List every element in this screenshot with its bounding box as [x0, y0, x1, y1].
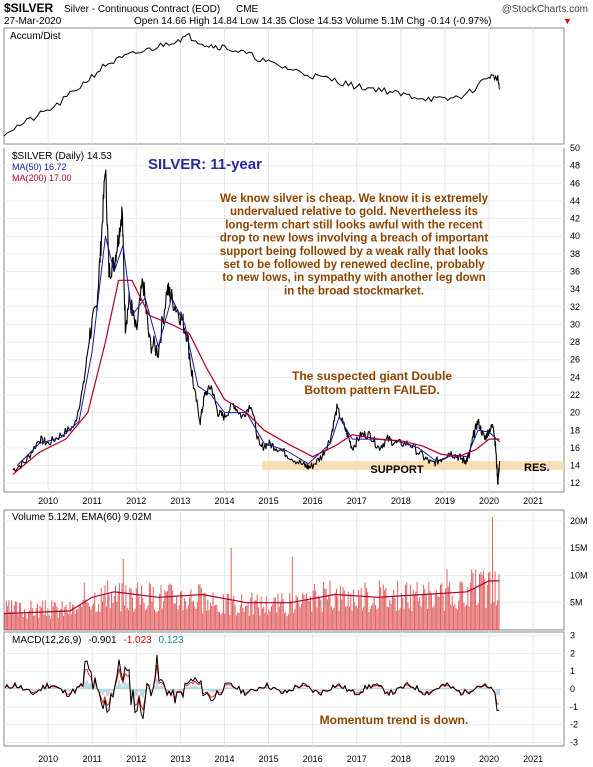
x-tick-label: 2014 — [214, 496, 234, 506]
macd-line — [4, 654, 499, 720]
price-y-tick-label: 12 — [570, 478, 580, 488]
commentary: We know silver is cheap. We know it is e… — [220, 193, 489, 297]
header-date: 27-Mar-2020 — [4, 16, 62, 27]
price-y-tick-label: 28 — [570, 337, 580, 347]
chart-title: SILVER: 11-year — [148, 156, 262, 173]
x-tick-label-bottom: 2013 — [170, 754, 190, 764]
price-y-tick-label: 42 — [570, 214, 580, 224]
commentary-line: long-term chart still looks awful with t… — [225, 219, 483, 231]
commentary-line: support being followed by a weak rally t… — [220, 246, 488, 258]
price-y-tick-label: 34 — [570, 284, 580, 294]
ma200-line — [12, 279, 500, 475]
x-tick-label: 2013 — [170, 496, 190, 506]
header-credit: @StockCharts.com — [502, 4, 588, 15]
support-label: SUPPORT — [370, 464, 423, 476]
x-tick-label-bottom: 2019 — [435, 754, 455, 764]
price-y-tick-label: 20 — [570, 408, 580, 418]
accum-panel — [3, 27, 565, 145]
x-tick-label: 2021 — [523, 496, 543, 506]
macd-y-tick-label: 0 — [570, 684, 575, 694]
header-exchange: CME — [236, 4, 259, 15]
price-y-tick-label: 36 — [570, 266, 580, 276]
header-name: Silver - Continuous Contract (EOD) — [64, 4, 220, 15]
pattern-note-line-2: Bottom pattern FAILED. — [304, 383, 439, 397]
price-y-tick-label: 22 — [570, 390, 580, 400]
x-tick-label: 2016 — [303, 496, 323, 506]
macd-legend-hist: 0.123 — [159, 635, 184, 646]
price-y-tick-label: 40 — [570, 231, 580, 241]
x-tick-label: 2019 — [435, 496, 455, 506]
price-legend-symbol: $SILVER (Daily) 14.53 — [12, 151, 112, 162]
pattern-note-line-1: The suspected giant Double — [292, 369, 452, 383]
volume-ema-line — [3, 580, 500, 615]
macd-legend-prefix: MACD(12,26,9) — [12, 635, 81, 646]
macd-note: Momentum trend is down. — [320, 713, 469, 727]
price-y-tick-label: 46 — [570, 178, 580, 188]
price-y-tick-label: 30 — [570, 319, 580, 329]
support-band — [262, 461, 564, 470]
price-legend-ma50: MA(50) 16.72 — [12, 162, 67, 172]
price-y-tick-label: 44 — [570, 196, 580, 206]
commentary-line: drop to new lows involving a breach of i… — [220, 233, 489, 245]
x-tick-label: 2011 — [83, 496, 102, 506]
macd-y-tick-label: -2 — [570, 720, 578, 730]
price-y-tick-label: 38 — [570, 249, 580, 259]
macd-y-tick-label: 1 — [570, 666, 575, 676]
price-y-tick-label: 26 — [570, 355, 580, 365]
macd-y-tick-label: 3 — [570, 631, 575, 641]
x-tick-label: 2010 — [38, 496, 58, 506]
x-tick-label: 2018 — [391, 496, 411, 506]
price-legend-ma200: MA(200) 17.00 — [12, 173, 72, 183]
commentary-line: set to be followed by renewed decline, p… — [223, 259, 485, 271]
macd-legend: MACD(12,26,9) -0.901 -1.023 0.123 — [12, 635, 184, 646]
commentary-line: in the broad stockmarket. — [284, 285, 424, 297]
x-tick-label-bottom: 2018 — [391, 754, 411, 764]
volume-y-tick-label: 15M — [570, 543, 588, 553]
commentary-line: undervalued relative to gold. Neverthele… — [230, 206, 478, 218]
macd-legend-macd: -0.901 — [88, 635, 117, 646]
volume-legend: Volume 5.12M, EMA(60) 9.02M — [12, 512, 152, 523]
accum-label: Accum/Dist — [10, 31, 61, 42]
x-tick-label-bottom: 2010 — [38, 754, 58, 764]
macd-y-tick-label: 2 — [570, 648, 575, 658]
x-tick-label-bottom: 2021 — [523, 754, 543, 764]
header-ohlc: Open 14.66 High 14.84 Low 14.35 Close 14… — [134, 16, 491, 27]
ma50-line — [16, 235, 500, 466]
volume-y-tick-label: 5M — [570, 598, 583, 608]
macd-legend-signal: -1.023 — [123, 635, 152, 646]
x-tick-label: 2020 — [479, 496, 499, 506]
x-tick-label-bottom: 2017 — [347, 754, 367, 764]
volume-y-tick-label: 20M — [570, 516, 588, 526]
price-y-tick-label: 50 — [570, 143, 580, 153]
price-y-tick-label: 32 — [570, 302, 580, 312]
volume-y-tick-label: 10M — [570, 570, 588, 580]
price-y-tick-label: 48 — [570, 161, 580, 171]
header-symbol: $SILVER — [4, 1, 53, 15]
resistance-label: RES. — [524, 462, 550, 474]
commentary-line: We know silver is cheap. We know it is e… — [220, 193, 489, 205]
x-tick-label: 2015 — [259, 496, 279, 506]
header-chg-arrow: ▼ — [563, 16, 572, 26]
x-tick-label-bottom: 2015 — [259, 754, 279, 764]
commentary-line: to new lows, in sympathy with another le… — [222, 272, 485, 284]
macd-y-tick-label: -1 — [570, 702, 578, 712]
price-y-tick-label: 24 — [570, 372, 580, 382]
price-y-tick-label: 18 — [570, 425, 580, 435]
price-y-tick-label: 14 — [570, 461, 580, 471]
x-tick-label-bottom: 2014 — [214, 754, 234, 764]
x-tick-label: 2012 — [126, 496, 146, 506]
price-panel — [3, 147, 565, 493]
x-tick-label-bottom: 2020 — [479, 754, 499, 764]
x-tick-label-bottom: 2011 — [83, 754, 102, 764]
x-tick-label: 2017 — [347, 496, 367, 506]
macd-y-tick-label: -3 — [570, 737, 578, 747]
price-y-tick-label: 16 — [570, 443, 580, 453]
x-tick-label-bottom: 2012 — [126, 754, 146, 764]
accum-dist-line — [3, 32, 500, 137]
x-tick-label-bottom: 2016 — [303, 754, 323, 764]
